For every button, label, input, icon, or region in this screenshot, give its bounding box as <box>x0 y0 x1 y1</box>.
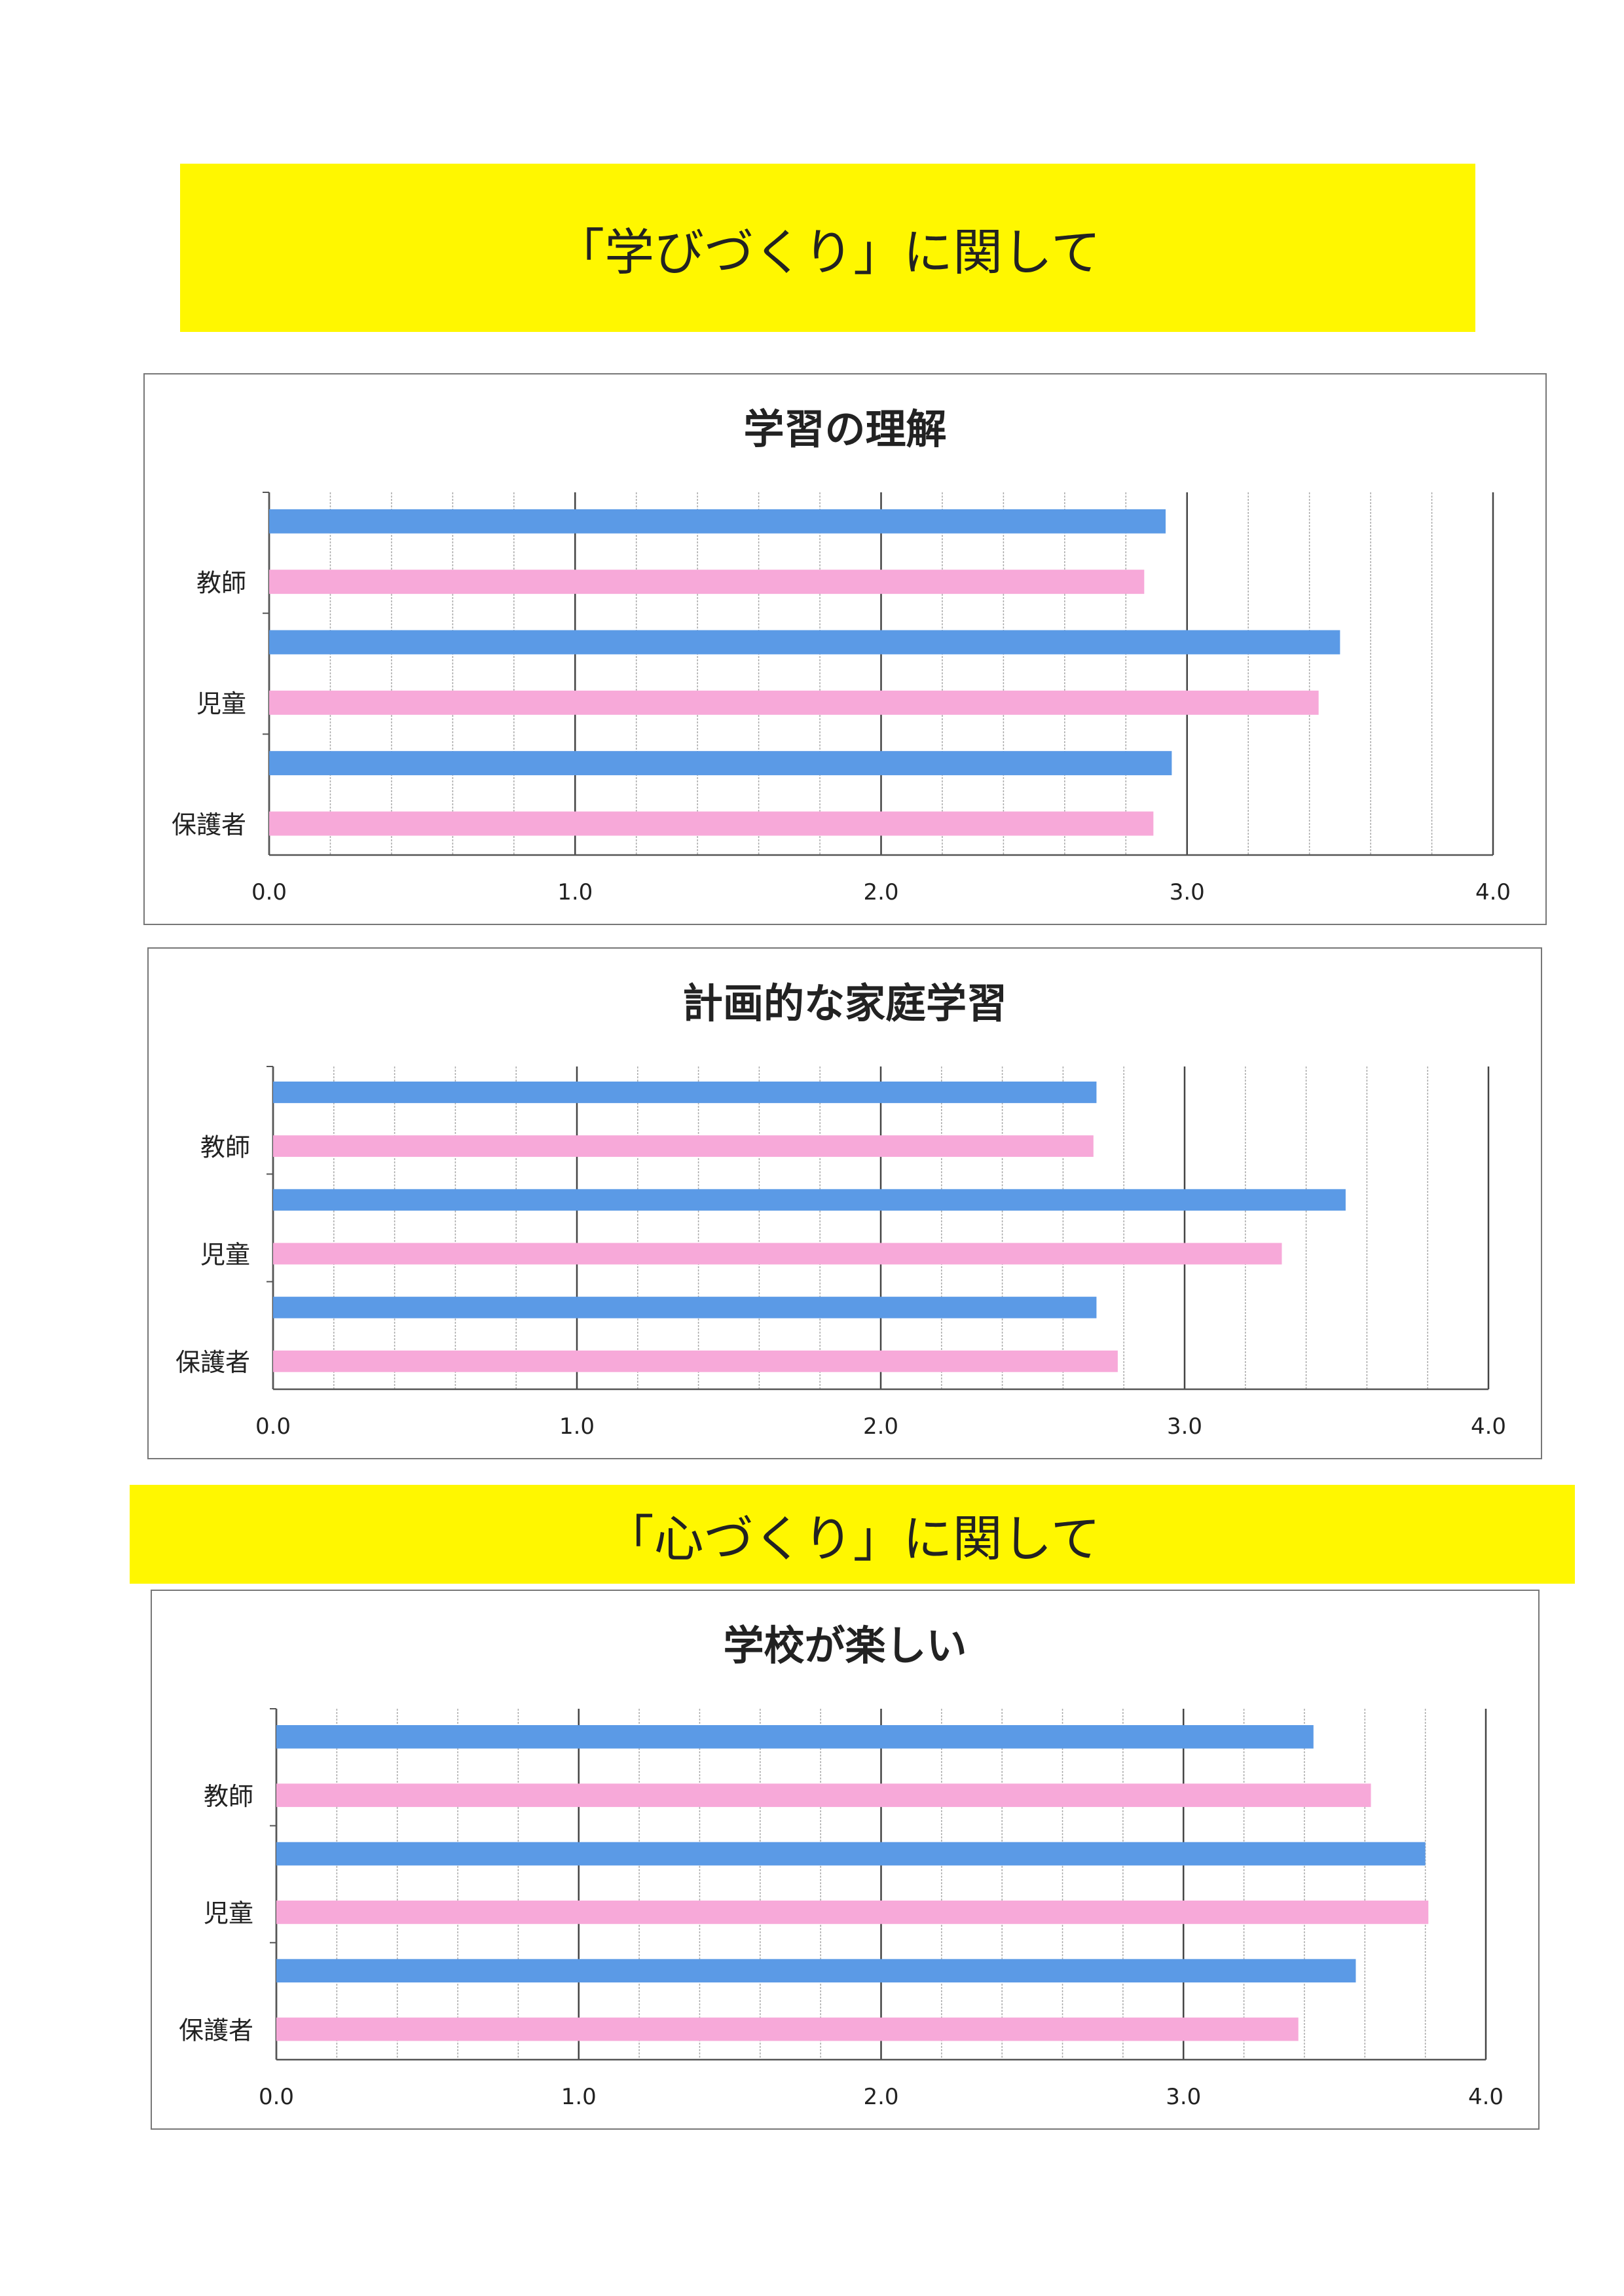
bar-児童-2 <box>269 690 1319 715</box>
category-label: 保護者 <box>172 811 246 839</box>
chart-katei-gakushu: 計画的な家庭学習 0.0 1.0 2.0 3.0 4.0 教師児童保護者 <box>147 947 1542 1459</box>
category-label: 教師 <box>200 1133 250 1161</box>
category-label: 児童 <box>204 1899 253 1928</box>
bar-教師-2 <box>273 1135 1094 1157</box>
bar-児童-1 <box>276 1842 1426 1866</box>
bar-保護者-1 <box>269 751 1172 776</box>
banner-title: 「心づくり」に関して <box>604 1509 1101 1568</box>
category-label: 教師 <box>204 1782 253 1811</box>
x-tick-label: 4.0 <box>1471 1413 1506 1440</box>
category-label: 児童 <box>196 689 246 718</box>
x-tick-label: 1.0 <box>557 879 593 905</box>
bar-教師-1 <box>273 1082 1097 1103</box>
bar-保護者-2 <box>276 2017 1299 2041</box>
x-tick-label: 2.0 <box>863 2084 898 2110</box>
category-label: 教師 <box>196 569 246 598</box>
bar-保護者-2 <box>269 811 1154 836</box>
x-tick-label: 0.0 <box>251 879 287 905</box>
chart-title: 学習の理解 <box>743 405 946 453</box>
bar-教師-2 <box>276 1783 1371 1808</box>
x-tick-label: 0.0 <box>255 1413 291 1440</box>
bar-保護者-1 <box>276 1959 1356 1983</box>
x-tick-label: 3.0 <box>1170 879 1205 905</box>
banner-title: 「学びづくり」に関して <box>555 223 1101 282</box>
bar-教師-1 <box>269 509 1166 534</box>
chart-gakko-tanoshii: 学校が楽しい 0.0 1.0 2.0 3.0 4.0 教師児童保護者 <box>151 1590 1540 2130</box>
x-tick-label: 2.0 <box>863 879 898 905</box>
category-label: 児童 <box>200 1241 250 1269</box>
section-banner-manabi: 「学びづくり」に関して <box>180 164 1475 332</box>
bar-児童-1 <box>273 1189 1346 1211</box>
x-tick-label: 3.0 <box>1167 1413 1202 1440</box>
chart-gakushu-rikai: 学習の理解 0.0 1.0 2.0 3.0 4.0 教師児童保護者 <box>143 373 1547 925</box>
section-banner-kokoro: 「心づくり」に関して <box>130 1485 1575 1584</box>
bar-保護者-1 <box>273 1296 1097 1319</box>
bar-教師-2 <box>269 570 1145 594</box>
bar-教師-1 <box>276 1725 1314 1749</box>
bar-児童-2 <box>276 1901 1429 1924</box>
category-label: 保護者 <box>179 2016 253 2045</box>
bar-児童-1 <box>269 630 1340 655</box>
category-label: 保護者 <box>175 1348 250 1377</box>
x-tick-label: 2.0 <box>863 1413 898 1440</box>
chart-title: 学校が楽しい <box>723 1622 967 1669</box>
x-tick-label: 3.0 <box>1166 2084 1201 2110</box>
bar-保護者-2 <box>273 1350 1118 1372</box>
x-tick-label: 1.0 <box>561 2084 597 2110</box>
x-tick-label: 1.0 <box>559 1413 595 1440</box>
bar-児童-2 <box>273 1243 1282 1265</box>
chart-title: 計画的な家庭学習 <box>682 979 1007 1027</box>
x-tick-label: 4.0 <box>1475 879 1511 905</box>
x-tick-label: 0.0 <box>259 2084 294 2110</box>
x-tick-label: 4.0 <box>1468 2084 1504 2110</box>
